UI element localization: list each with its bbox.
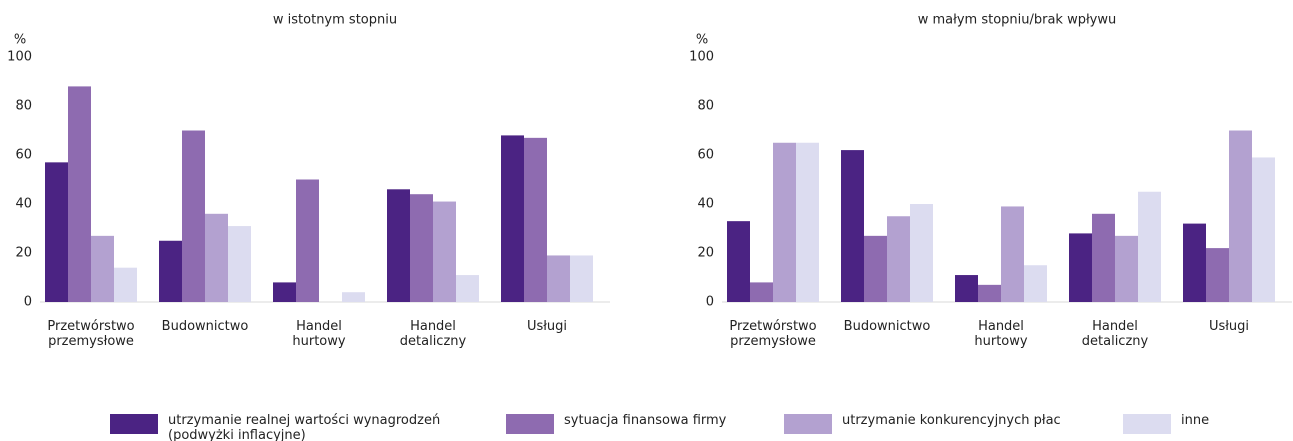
- legend-label: utrzymanie realnej wartości wynagrodzeń(…: [168, 413, 440, 441]
- bar: [433, 201, 456, 302]
- x-tick-label: Przetwórstwo przemysłowe: [729, 319, 816, 349]
- y-tick-label: 40: [697, 197, 714, 212]
- bar: [1069, 233, 1092, 302]
- bar: [750, 282, 773, 302]
- bar: [955, 275, 978, 302]
- bar: [1024, 265, 1047, 302]
- y-axis-label: %: [696, 33, 708, 48]
- y-tick-label: 100: [689, 50, 714, 65]
- bar: [159, 240, 182, 302]
- y-tick-label: 40: [15, 197, 32, 212]
- bar: [1115, 235, 1138, 302]
- bar: [456, 275, 479, 302]
- bar: [228, 226, 251, 302]
- bar: [773, 142, 796, 302]
- bar: [910, 204, 933, 302]
- bar: [1252, 157, 1275, 302]
- y-tick-label: 60: [15, 148, 32, 163]
- bar: [1001, 206, 1024, 302]
- bar: [887, 216, 910, 302]
- y-tick-label: 0: [24, 295, 32, 310]
- bar: [342, 292, 365, 302]
- legend-label: sytuacja finansowa firmy: [564, 413, 727, 428]
- bar: [68, 86, 91, 303]
- y-tick-label: 20: [15, 246, 32, 261]
- y-tick-label: 20: [697, 246, 714, 261]
- bar: [205, 213, 228, 302]
- y-tick-label: 60: [697, 148, 714, 163]
- bar: [273, 282, 296, 302]
- legend-swatch: [110, 414, 158, 434]
- chart-title: w małym stopniu/brak wpływu: [918, 13, 1117, 28]
- x-tick-label: Handel hurtowy: [292, 319, 346, 349]
- bar: [1092, 213, 1115, 302]
- bar: [182, 130, 205, 302]
- legend-label: inne: [1181, 413, 1209, 428]
- bar: [1229, 130, 1252, 302]
- bar: [45, 162, 68, 302]
- bar: [1183, 223, 1206, 302]
- legend-swatch: [506, 414, 554, 434]
- x-tick-label: Usługi: [527, 319, 567, 334]
- legend-item: inne: [1123, 413, 1209, 434]
- legend-item: sytuacja finansowa firmy: [506, 413, 727, 434]
- bar: [727, 221, 750, 302]
- legend-label: utrzymanie konkurencyjnych płac: [842, 413, 1061, 428]
- x-tick-label: Handel detaliczny: [1082, 319, 1149, 349]
- x-tick-label: Budownictwo: [844, 319, 931, 334]
- bar: [1138, 191, 1161, 302]
- y-axis-label: %: [14, 33, 26, 48]
- legend-swatch: [784, 414, 832, 434]
- legend-item: utrzymanie konkurencyjnych płac: [784, 413, 1061, 434]
- bar: [841, 150, 864, 302]
- y-tick-label: 80: [697, 99, 714, 114]
- chart-title: w istotnym stopniu: [273, 13, 397, 28]
- bar: [387, 189, 410, 302]
- x-tick-label: Handel hurtowy: [974, 319, 1028, 349]
- bar: [91, 235, 114, 302]
- x-tick-label: Handel detaliczny: [400, 319, 467, 349]
- legend-swatch: [1123, 414, 1171, 434]
- bar: [1206, 248, 1229, 302]
- bar: [524, 137, 547, 302]
- bar: [978, 284, 1001, 302]
- bar: [796, 142, 819, 302]
- y-tick-label: 0: [706, 295, 714, 310]
- x-tick-label: Przetwórstwo przemysłowe: [47, 319, 134, 349]
- bar: [114, 267, 137, 302]
- y-tick-label: 80: [15, 99, 32, 114]
- x-tick-label: Usługi: [1209, 319, 1249, 334]
- bar: [864, 235, 887, 302]
- x-tick-label: Budownictwo: [162, 319, 249, 334]
- bar: [570, 255, 593, 302]
- bar: [547, 255, 570, 302]
- legend-item: utrzymanie realnej wartości wynagrodzeń(…: [110, 413, 440, 441]
- bar: [410, 194, 433, 302]
- bar: [296, 179, 319, 302]
- bar: [501, 135, 524, 302]
- y-tick-label: 100: [7, 50, 32, 65]
